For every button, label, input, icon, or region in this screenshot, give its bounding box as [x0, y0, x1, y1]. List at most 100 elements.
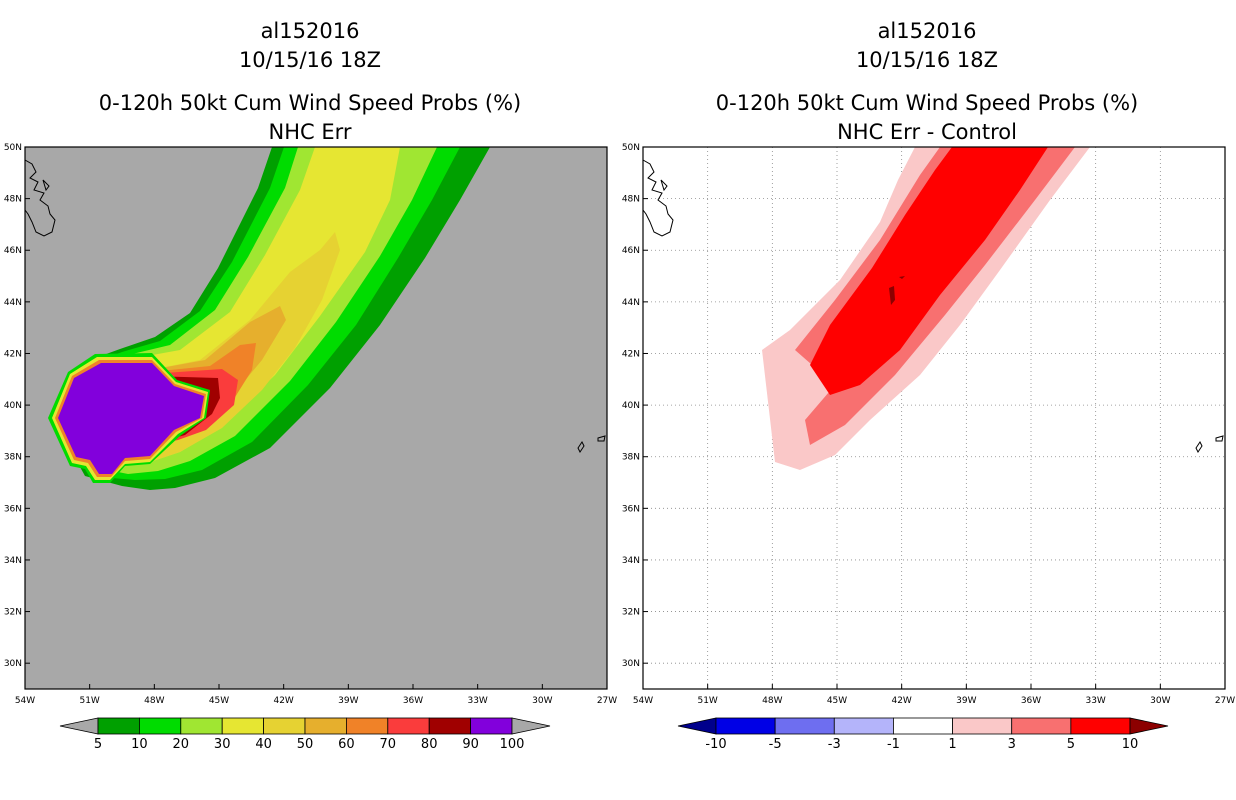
- right-y-tick-label: 50N: [622, 143, 640, 153]
- right-title: 0-120h 50kt Cum Wind Speed Probs (%): [716, 91, 1138, 115]
- left-y-tick-label: 46N: [4, 246, 22, 256]
- right-y-tick-label: 42N: [622, 349, 640, 359]
- right-y-tick-label: 32N: [622, 608, 640, 618]
- right-panel: al152016 10/15/16 18Z 0-120h 50kt Cum Wi…: [622, 19, 1235, 752]
- left-colorbar: 5 10 20 30 40 50 60 70 80 90 100: [59, 717, 551, 752]
- right-colorbar-label: -3: [828, 737, 841, 752]
- right-subtitle: NHC Err - Control: [837, 120, 1017, 144]
- left-plot-frame: [24, 146, 608, 690]
- left-y-tick-label: 44N: [4, 298, 22, 308]
- right-gridlines: [643, 147, 1225, 689]
- left-coast-azores-2: [597, 435, 606, 442]
- left-probability-field: [48, 147, 490, 490]
- left-x-tick-label: 45W: [209, 696, 229, 706]
- left-x-tick-label: 36W: [403, 696, 423, 706]
- right-colorbar-swatch: [833, 717, 894, 735]
- left-colorbar-label: 10: [131, 737, 148, 752]
- left-y-tick-label: 32N: [4, 608, 22, 618]
- left-title: 0-120h 50kt Cum Wind Speed Probs (%): [99, 91, 521, 115]
- right-coastline: [642, 159, 1224, 453]
- left-coast-newfoundland: [24, 159, 56, 237]
- left-y-tick-label: 42N: [4, 349, 22, 359]
- right-y-tick-label: 30N: [622, 659, 640, 669]
- left-colorbar-swatch: [387, 717, 430, 735]
- right-x-tick-label: 33W: [1085, 696, 1105, 706]
- right-colorbar-swatch: [1070, 717, 1131, 735]
- left-coast-azores-1: [577, 441, 585, 453]
- left-colorbar-label: 20: [173, 737, 190, 752]
- right-colorbar-label: -5: [769, 737, 782, 752]
- right-coast-azores-2: [1215, 435, 1224, 442]
- left-y-tick-label: 48N: [4, 195, 22, 205]
- left-colorbar-swatch: [97, 717, 140, 735]
- right-x-tick-label: 48W: [762, 696, 782, 706]
- left-colorbar-swatch: [263, 717, 306, 735]
- right-axis-ticks: 54W 51W 48W 45W 42W 39W 36W 33W 30W 27W 50N 48N 46N 4…: [622, 143, 1235, 706]
- right-x-tick-label: 39W: [956, 696, 976, 706]
- left-colorbar-label: 60: [338, 737, 355, 752]
- left-colorbar-swatch: [221, 717, 264, 735]
- left-x-tick-label: 51W: [79, 696, 99, 706]
- right-x-tick-label: 45W: [827, 696, 847, 706]
- right-colorbar-swatch: [1011, 717, 1072, 735]
- contour-diff-10: [889, 286, 895, 305]
- left-colorbar-label: 80: [421, 737, 438, 752]
- right-colorbar: -10 -5 -3 -1 1 3 5 10: [677, 717, 1169, 752]
- right-y-tick-label: 46N: [622, 246, 640, 256]
- left-colorbar-label: 70: [380, 737, 397, 752]
- right-x-tick-label: 51W: [697, 696, 717, 706]
- left-colorbar-label: 100: [500, 737, 525, 752]
- right-colorbar-left-arrow: [677, 717, 717, 735]
- right-coast-newfoundland: [642, 159, 674, 237]
- left-colorbar-label: 40: [255, 737, 272, 752]
- right-storm-id: al152016: [878, 19, 977, 43]
- right-colorbar-swatch: [774, 717, 835, 735]
- right-colorbar-swatch: [952, 717, 1013, 735]
- right-colorbar-label: 1: [948, 737, 956, 752]
- right-colorbar-label: 10: [1122, 737, 1139, 752]
- right-y-tick-label: 36N: [622, 504, 640, 514]
- left-x-tick-label: 39W: [338, 696, 358, 706]
- contour-diff-10-small: [899, 276, 905, 279]
- left-storm-id: al152016: [261, 19, 360, 43]
- right-date: 10/15/16 18Z: [856, 48, 998, 72]
- left-coast-island: [42, 179, 50, 192]
- left-x-tick-label: 48W: [144, 696, 164, 706]
- left-colorbar-swatch: [304, 717, 347, 735]
- right-x-tick-label: 54W: [633, 696, 653, 706]
- right-colorbar-label: -10: [705, 737, 726, 752]
- right-coast-azores-1: [1195, 441, 1203, 453]
- left-colorbar-swatch: [428, 717, 472, 735]
- contour-diff-5: [810, 147, 1048, 395]
- left-y-tick-label: 50N: [4, 143, 22, 153]
- left-x-tick-label: 27W: [597, 696, 617, 706]
- left-colorbar-right-arrow: [511, 717, 551, 735]
- right-x-tick-label: 42W: [891, 696, 911, 706]
- left-y-tick-label: 40N: [4, 401, 22, 411]
- right-plot-frame: [642, 146, 1226, 690]
- right-colorbar-swatch: [715, 717, 776, 735]
- left-colorbar-swatch: [180, 717, 223, 735]
- right-x-tick-label: 36W: [1021, 696, 1041, 706]
- right-x-tick-label: 30W: [1150, 696, 1170, 706]
- left-colorbar-label: 50: [297, 737, 314, 752]
- right-y-tick-label: 40N: [622, 401, 640, 411]
- right-y-tick-label: 38N: [622, 453, 640, 463]
- left-colorbar-label: 5: [94, 737, 102, 752]
- left-x-tick-label: 54W: [15, 696, 35, 706]
- right-colorbar-swatch: [893, 717, 953, 735]
- left-date: 10/15/16 18Z: [239, 48, 381, 72]
- left-colorbar-label: 30: [214, 737, 231, 752]
- left-x-tick-label: 30W: [532, 696, 552, 706]
- left-axis-ticks: 54W 51W 48W 45W 42W 39W 36W 33W 30W 27W 50N 48N 46N 4…: [4, 143, 617, 706]
- right-colorbar-label: 3: [1008, 737, 1016, 752]
- left-y-tick-label: 36N: [4, 504, 22, 514]
- right-coast-island: [660, 179, 668, 192]
- right-colorbar-right-arrow: [1129, 717, 1169, 735]
- left-y-tick-label: 34N: [4, 556, 22, 566]
- right-difference-field: [762, 147, 1090, 470]
- left-colorbar-left-arrow: [59, 717, 99, 735]
- left-colorbar-swatch: [470, 717, 513, 735]
- left-colorbar-swatch: [345, 717, 389, 735]
- right-y-tick-label: 34N: [622, 556, 640, 566]
